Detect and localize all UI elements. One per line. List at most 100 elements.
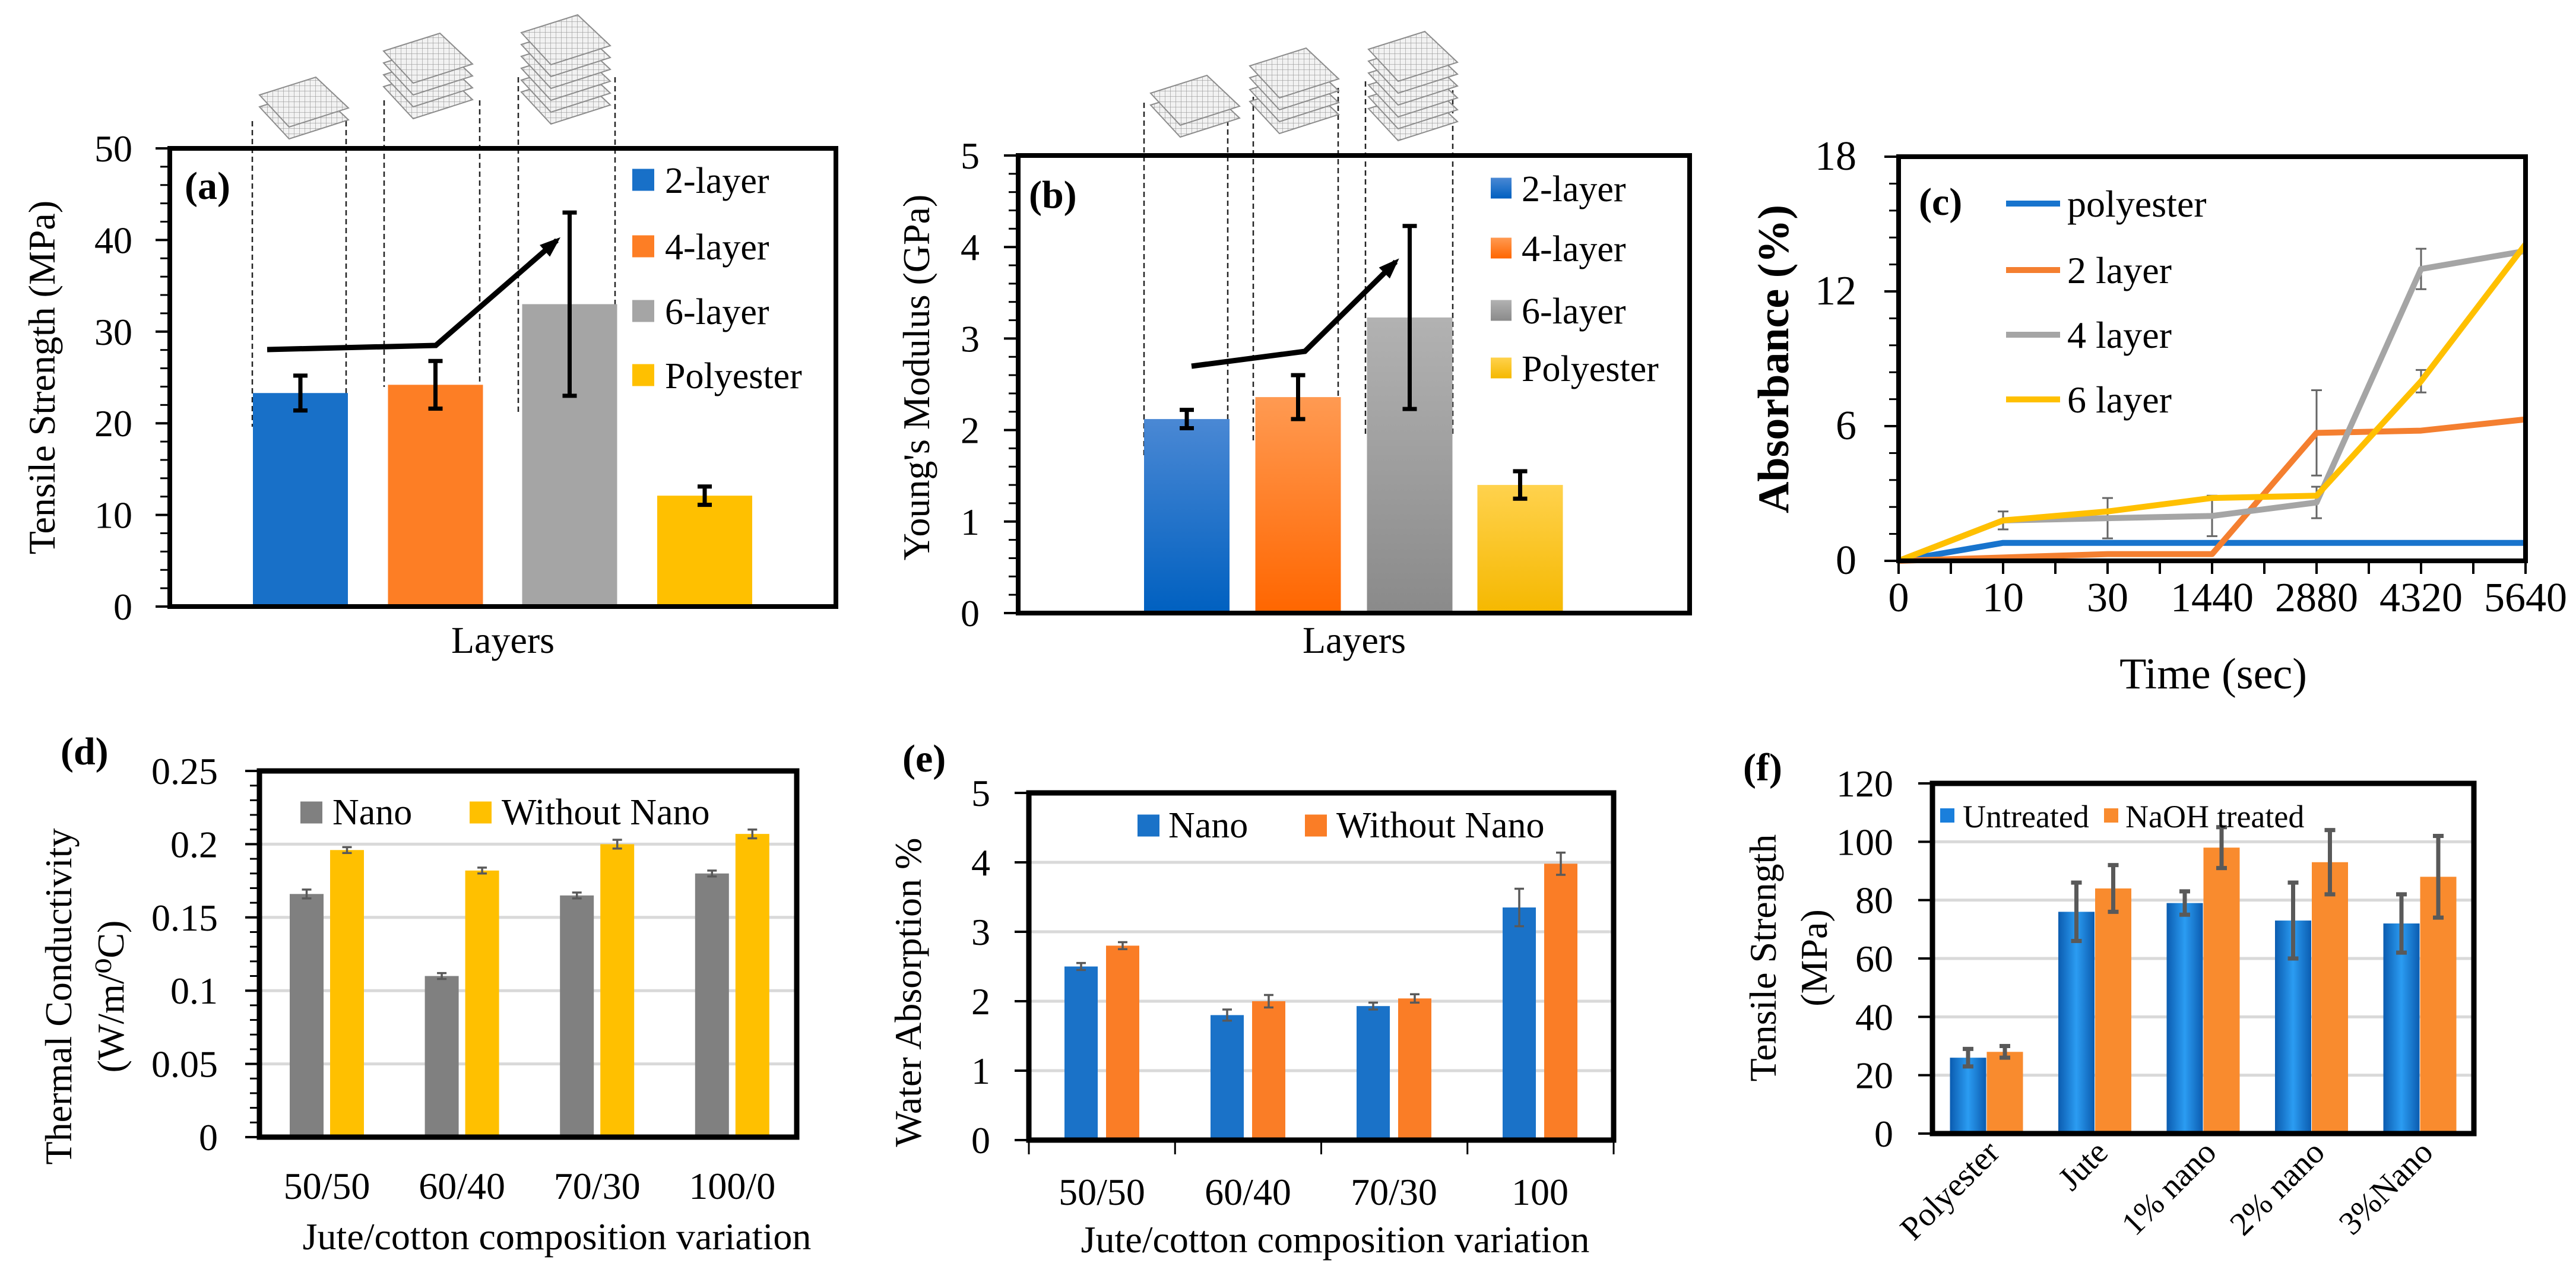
- y-tick-label: 40: [94, 219, 132, 261]
- legend-swatch: [632, 235, 654, 258]
- y-tick-label: 0: [113, 586, 132, 628]
- error-bar: [572, 891, 582, 900]
- y-tick-label: 0: [199, 1116, 218, 1158]
- bar-2-layer: [1144, 419, 1230, 613]
- error-bar: [698, 484, 712, 507]
- y-tick-label: 20: [94, 402, 132, 445]
- error-bar: [1556, 851, 1566, 876]
- y-axis-title: Tensile Strength: [1742, 834, 1784, 1082]
- error-bar: [437, 972, 447, 980]
- y-tick-label: 10: [94, 494, 132, 537]
- fabric-layer: [258, 76, 350, 128]
- y-tick-label: 0.2: [170, 823, 218, 865]
- legend-label: Untreated: [1963, 799, 2089, 834]
- arrow-head-icon: [1379, 258, 1399, 279]
- legend-label: 6-layer: [665, 292, 769, 332]
- error-bar: [1180, 408, 1194, 431]
- error-bar: [612, 839, 622, 850]
- x-tick-label: Polyester: [1893, 1134, 2007, 1247]
- bar-polyester: [657, 496, 752, 607]
- fabric-layer: [1249, 47, 1340, 99]
- bar-without-nano: [1398, 998, 1431, 1140]
- error-bar: [2287, 880, 2299, 961]
- fabric-layer: [520, 14, 611, 66]
- panel-c: 0 10 30 1440 2880 4320 5640 polyester 2 layer 4 l…: [1750, 134, 2567, 699]
- y-axis-title: Young's Modulus (GPa): [895, 195, 937, 561]
- y-tick-label: 1: [971, 1050, 990, 1092]
- y-axis-title: Absorbance (%): [1750, 205, 1798, 513]
- panel-label: (d): [61, 730, 109, 773]
- x-axis-title: Jute/cotton composition variation: [1081, 1218, 1590, 1261]
- legend-label: 6-layer: [1522, 291, 1626, 332]
- x-axis-title: Time (sec): [2119, 650, 2307, 699]
- bar-naoh-treated: [2203, 848, 2240, 1134]
- y-axis-title-units: (MPa): [1793, 909, 1835, 1007]
- error-bar: [1076, 961, 1086, 972]
- bar-naoh-treated: [1986, 1052, 2023, 1134]
- y-axis-title: Water Absorption %: [887, 838, 929, 1147]
- error-bar: [293, 373, 308, 413]
- x-tick-label: 4320: [2379, 575, 2463, 621]
- layer-stack-illustration: [258, 76, 350, 140]
- legend-label: 4-layer: [1522, 229, 1626, 269]
- legend-label: Without Nano: [1336, 805, 1545, 846]
- x-tick-label: 30: [2087, 575, 2128, 621]
- trend-arrow: [1191, 259, 1398, 369]
- panel-e: 0 1 2 3 4 5 Water Absorption % (e) Jute/cotton c…: [887, 737, 1617, 1261]
- panel-label: (f): [1743, 746, 1782, 789]
- legend-swatch: [470, 801, 492, 824]
- y-tick-label: 30: [94, 311, 132, 353]
- fabric-layer: [1149, 74, 1241, 126]
- y-tick-label: 3: [971, 911, 990, 953]
- line-6-layer: [1897, 242, 2528, 564]
- bar-untreated: [2058, 912, 2095, 1134]
- bar-untreated: [1950, 1058, 1986, 1134]
- x-tick-label: 2% nano: [2223, 1134, 2332, 1243]
- y-tick-label: 0.15: [151, 897, 218, 939]
- x-tick-label: Jute: [2051, 1134, 2115, 1198]
- legend-swatch: [1138, 814, 1159, 837]
- y-tick-label: 0: [1874, 1113, 1893, 1155]
- x-tick-label: 70/30: [1351, 1171, 1437, 1213]
- line-polyester: [1898, 539, 2526, 564]
- bar-untreated: [2383, 923, 2420, 1134]
- x-axis-title: Layers: [1303, 619, 1406, 661]
- y-tick-label: 6: [1836, 403, 1856, 449]
- error-bar: [562, 210, 577, 398]
- plot-frame: [167, 146, 838, 609]
- error-bar: [2216, 825, 2227, 871]
- panel-label: (b): [1029, 173, 1077, 217]
- y-tick-label: 100: [1836, 821, 1893, 863]
- x-tick-label: 2880: [2275, 575, 2358, 621]
- bar-without-nano: [735, 834, 769, 1137]
- y-tick-label: 50: [94, 128, 132, 170]
- x-axis-title: Jute/cotton composition variation: [303, 1215, 812, 1258]
- x-axis-title: Layers: [451, 619, 555, 661]
- x-tick-label: 50/50: [1059, 1171, 1145, 1213]
- error-bar: [428, 358, 443, 411]
- bar-naoh-treated: [2095, 888, 2131, 1134]
- panel-b: 0 1 2 3 4 5 Young's Modulus (GPa) (b) Layers 2-la…: [895, 30, 1692, 661]
- bar-nano: [424, 976, 459, 1137]
- legend-swatch: [1491, 300, 1512, 321]
- layer-stack-illustration: [520, 14, 611, 125]
- y-tick-label: 1: [961, 501, 980, 543]
- legend-label: Nano: [332, 792, 412, 833]
- trend-arrow: [267, 238, 559, 353]
- error-bar: [2433, 834, 2444, 920]
- bar-nano: [1211, 1015, 1244, 1140]
- y-tick-label: 0.1: [170, 970, 218, 1012]
- legend-label: Polyester: [1522, 349, 1659, 389]
- y-tick-label: 2: [971, 980, 990, 1023]
- error-bar: [1118, 941, 1127, 950]
- bar-without-nano: [600, 844, 635, 1137]
- error-bar: [2396, 892, 2407, 955]
- plot-frame: [256, 768, 800, 1140]
- y-tick-label: 40: [1855, 996, 1893, 1038]
- y-tick-label: 12: [1815, 268, 1856, 314]
- y-tick-label: 5: [971, 772, 990, 814]
- y-tick-label: 60: [1855, 938, 1893, 980]
- x-tick-label: 3%Nano: [2332, 1134, 2440, 1242]
- y-tick-label: 0.05: [151, 1043, 218, 1085]
